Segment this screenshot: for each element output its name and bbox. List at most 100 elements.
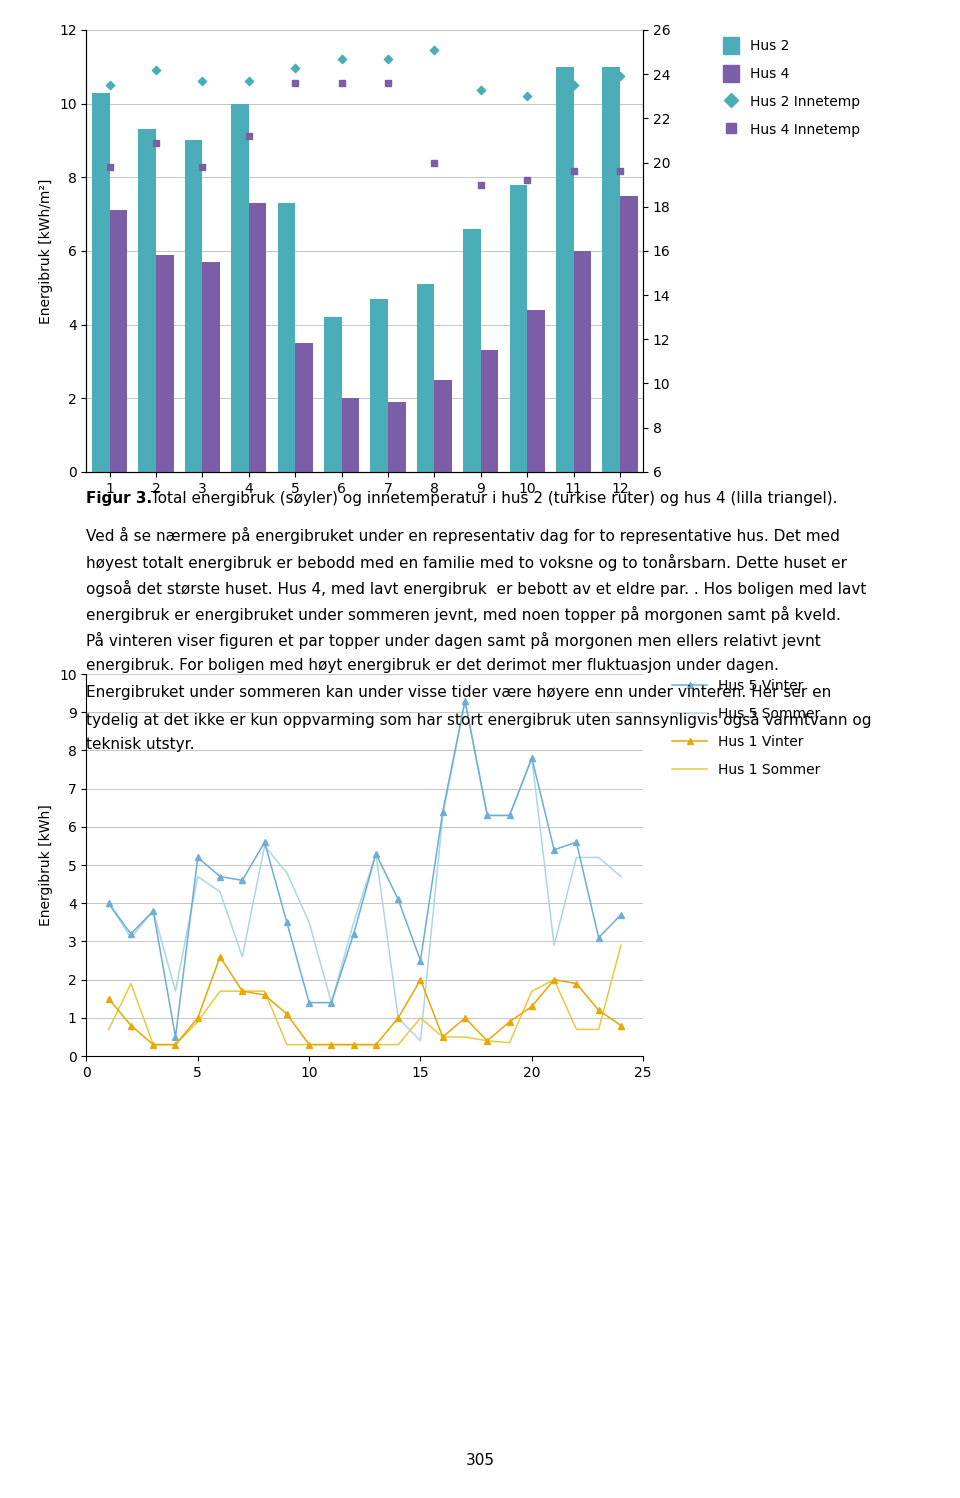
Hus 1 Vinter xyxy=(548,971,560,989)
Bar xyxy=(463,229,481,472)
Bar xyxy=(92,93,109,472)
Hus 5 Sommer xyxy=(548,936,560,954)
Hus 5 Vinter xyxy=(371,845,382,863)
Hus 5 Sommer xyxy=(415,1032,426,1050)
Point xyxy=(612,64,628,88)
Hus 5 Vinter xyxy=(303,993,315,1011)
Hus 5 Vinter xyxy=(415,951,426,969)
Hus 1 Sommer xyxy=(236,983,248,1001)
Hus 5 Sommer xyxy=(148,902,159,920)
Bar xyxy=(620,196,637,472)
Bar xyxy=(156,255,174,472)
Point xyxy=(380,70,396,94)
Point xyxy=(334,70,349,94)
Point xyxy=(380,46,396,70)
Hus 1 Sommer xyxy=(281,1035,293,1053)
Point xyxy=(102,154,117,178)
Hus 5 Vinter xyxy=(214,867,226,885)
Bar xyxy=(481,351,498,472)
Hus 5 Vinter xyxy=(170,1028,181,1046)
Hus 5 Sommer xyxy=(459,692,470,710)
Hus 5 Sommer xyxy=(103,894,114,912)
Hus 1 Sommer xyxy=(459,1028,470,1046)
Hus 5 Vinter xyxy=(526,749,538,767)
Hus 1 Sommer xyxy=(526,983,538,1001)
Hus 1 Vinter xyxy=(170,1035,181,1053)
Hus 5 Vinter xyxy=(393,890,404,908)
Text: energibruk. For boligen med høyt energibruk er det derimot mer fluktuasjon under: energibruk. For boligen med høyt energib… xyxy=(86,659,780,674)
Hus 5 Sommer xyxy=(325,993,337,1011)
Line: Hus 1 Sommer: Hus 1 Sommer xyxy=(108,945,621,1044)
Bar xyxy=(324,318,342,472)
Text: 305: 305 xyxy=(466,1453,494,1468)
Hus 5 Sommer xyxy=(526,749,538,767)
Hus 5 Sommer xyxy=(125,929,136,947)
Bar xyxy=(556,67,573,472)
Hus 5 Vinter xyxy=(570,833,582,851)
Hus 1 Sommer xyxy=(393,1035,404,1053)
Line: Hus 5 Sommer: Hus 5 Sommer xyxy=(108,701,621,1041)
Point xyxy=(102,73,117,97)
Hus 1 Vinter xyxy=(371,1035,382,1053)
Hus 1 Vinter xyxy=(214,948,226,966)
Hus 5 Vinter xyxy=(259,833,271,851)
Line: Hus 1 Vinter: Hus 1 Vinter xyxy=(106,954,624,1047)
Point xyxy=(519,168,535,192)
Legend: Hus 5 Vinter, Hus 5 Sommer, Hus 1 Vinter, Hus 1 Sommer: Hus 5 Vinter, Hus 5 Sommer, Hus 1 Vinter… xyxy=(667,674,827,782)
Hus 1 Vinter xyxy=(593,1001,605,1019)
Hus 1 Sommer xyxy=(192,1013,204,1031)
Hus 5 Vinter xyxy=(192,848,204,866)
Bar xyxy=(138,129,156,472)
Text: Ved å se nærmere på energibruket under en representativ dag for to representativ: Ved å se nærmere på energibruket under e… xyxy=(86,527,840,544)
Bar xyxy=(417,285,434,472)
Bar xyxy=(184,141,203,472)
Hus 1 Vinter xyxy=(504,1013,516,1031)
Text: energibruk er energibruket under sommeren jevnt, med noen topper på morgonen sam: energibruk er energibruket under sommere… xyxy=(86,605,841,623)
Hus 1 Vinter xyxy=(303,1035,315,1053)
Point xyxy=(287,70,302,94)
Hus 1 Vinter xyxy=(459,1010,470,1028)
Text: Energibruket under sommeren kan under visse tider være høyere enn under vinteren: Energibruket under sommeren kan under vi… xyxy=(86,685,831,700)
Hus 1 Vinter xyxy=(526,998,538,1016)
Point xyxy=(426,150,442,174)
Point xyxy=(334,46,349,70)
Hus 1 Vinter xyxy=(415,971,426,989)
Bar xyxy=(203,262,220,472)
Hus 1 Vinter xyxy=(437,1028,448,1046)
Text: høyest totalt energibruk er bebodd med en familie med to voksne og to tonårsbarn: høyest totalt energibruk er bebodd med e… xyxy=(86,553,848,571)
Hus 5 Vinter xyxy=(348,924,359,942)
Hus 5 Vinter xyxy=(615,906,627,924)
Text: Figur 3.: Figur 3. xyxy=(86,491,153,506)
Hus 1 Vinter xyxy=(103,990,114,1008)
Hus 1 Sommer xyxy=(148,1035,159,1053)
Hus 5 Sommer xyxy=(371,845,382,863)
Hus 5 Sommer xyxy=(236,948,248,966)
Bar xyxy=(527,310,545,472)
Point xyxy=(195,154,210,178)
Bar xyxy=(388,401,406,472)
Point xyxy=(612,159,628,183)
Hus 5 Vinter xyxy=(437,803,448,821)
Point xyxy=(473,172,489,196)
Point xyxy=(241,124,256,148)
Hus 1 Sommer xyxy=(593,1020,605,1038)
Hus 1 Sommer xyxy=(325,1035,337,1053)
Point xyxy=(519,84,535,108)
Hus 1 Vinter xyxy=(482,1032,493,1050)
Hus 5 Vinter xyxy=(482,806,493,824)
Hus 5 Vinter xyxy=(548,840,560,858)
Text: På vinteren viser figuren et par topper under dagen samt på morgonen men ellers : På vinteren viser figuren et par topper … xyxy=(86,632,821,649)
Point xyxy=(287,55,302,79)
Hus 1 Sommer xyxy=(615,936,627,954)
Bar xyxy=(342,398,359,472)
Hus 1 Sommer xyxy=(259,983,271,1001)
Bar xyxy=(434,380,452,472)
Hus 1 Sommer xyxy=(348,1035,359,1053)
Hus 1 Vinter xyxy=(570,975,582,993)
Hus 1 Sommer xyxy=(548,971,560,989)
Hus 1 Vinter xyxy=(325,1035,337,1053)
Bar xyxy=(602,67,620,472)
Hus 5 Vinter xyxy=(459,692,470,710)
Bar xyxy=(371,298,388,472)
Hus 5 Sommer xyxy=(504,806,516,824)
